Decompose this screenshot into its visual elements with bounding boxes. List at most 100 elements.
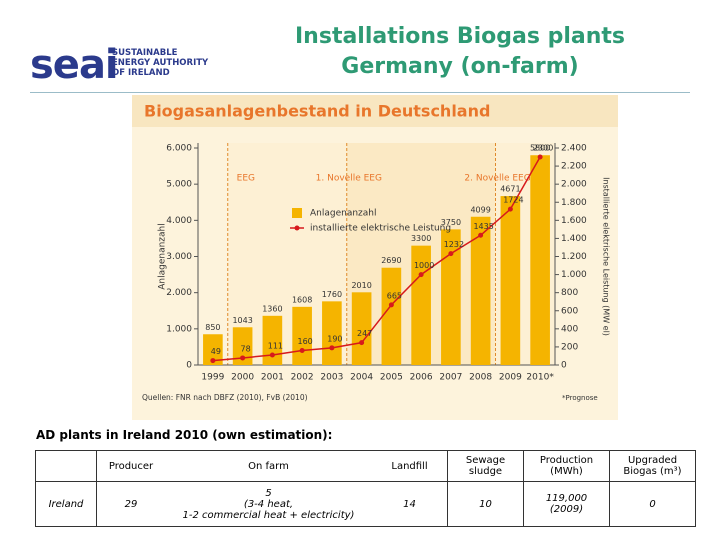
header-text: Sewage sludge	[465, 455, 506, 477]
header-cell	[35, 450, 97, 482]
cell-line: 29	[124, 498, 138, 510]
y-tick-label: 4.000	[166, 216, 192, 226]
y2-tick-label: 2.000	[561, 180, 587, 190]
y2-tick-label: 1.800	[561, 198, 587, 208]
bar	[411, 245, 431, 365]
header-text: Upgraded Biogas (m³)	[623, 455, 682, 477]
annotation: 2. Novelle EEG	[464, 174, 530, 184]
data-cell: 0	[609, 481, 696, 527]
bar-value-label: 1760	[322, 290, 342, 299]
line-point	[388, 302, 394, 308]
bar-value-label: 1608	[292, 295, 312, 304]
data-cell: 5 (3-4 heat, 1-2 commercial heat + electri…	[165, 481, 372, 527]
y-tick-label: 0	[186, 361, 192, 371]
x-tick-label: 2009	[499, 373, 522, 383]
x-tick-label: 2005	[380, 373, 403, 383]
y-tick-label: 2.000	[166, 288, 192, 298]
line-value-label: 1435	[473, 222, 493, 231]
bar-value-label: 850	[205, 323, 220, 332]
bar-value-label: 2690	[381, 256, 401, 265]
slide-title: Installations Biogas plants Germany (on-…	[250, 22, 670, 82]
footnote: *Prognose	[562, 394, 598, 402]
line-point	[359, 340, 365, 346]
cell-line: (2009)	[549, 504, 584, 515]
line-value-label: 1232	[444, 240, 464, 249]
y-tick-label: 5.000	[166, 180, 192, 190]
y2-tick-label: 1.400	[561, 234, 587, 244]
y2-axis-label: Installierte elektrische Leistung (MW el…	[602, 177, 611, 336]
divider	[30, 92, 690, 93]
y-tick-label: 6.000	[166, 144, 192, 154]
cell-line: 5	[265, 487, 272, 499]
header-cell: Producer	[96, 450, 165, 482]
bar-value-label: 1043	[232, 316, 252, 325]
bar	[322, 301, 342, 365]
table-caption: AD plants in Ireland 2010 (own estimatio…	[36, 428, 333, 442]
line-value-label: 1724	[503, 196, 523, 205]
bar-value-label: 5800	[530, 144, 550, 153]
header-cell: On farm	[165, 450, 372, 482]
y2-tick-label: 400	[561, 324, 578, 334]
line-value-label: 665	[387, 291, 402, 300]
bar	[203, 334, 223, 365]
cell-line: 0	[649, 498, 656, 510]
header-row: Producer On farm Landfill Sewage sludge Prod…	[35, 450, 696, 482]
y2-tick-label: 0	[561, 361, 567, 371]
x-tick-label: 2004	[350, 373, 373, 383]
header-text: On farm	[248, 460, 289, 472]
header-cell: Upgraded Biogas (m³)	[609, 450, 696, 482]
line-point	[537, 154, 543, 160]
cell-line: 14	[403, 498, 416, 510]
annotation: EEG	[237, 174, 255, 184]
bar	[292, 306, 312, 365]
x-tick-label: 2003	[320, 373, 343, 383]
x-tick-label: 2001	[261, 373, 284, 383]
bar	[441, 229, 461, 365]
line	[212, 156, 541, 362]
line-value-label: 2300	[533, 144, 553, 153]
logo-line: ENERGY AUTHORITY	[112, 58, 209, 68]
y-tick-label: 1.000	[166, 324, 192, 334]
header-text: Producer	[108, 460, 154, 472]
y2-tick-label: 200	[561, 342, 578, 352]
data-cell: 29	[96, 481, 165, 527]
x-tick-label: 2002	[291, 373, 314, 383]
header-text: Landfill	[391, 460, 428, 472]
line-point	[210, 358, 216, 364]
legend-swatch	[292, 208, 302, 218]
data-cell: 119,000 (2009)	[523, 481, 610, 527]
bar-value-label: 4671	[500, 185, 520, 194]
bar-value-label: 3300	[411, 234, 431, 243]
logo: seai	[30, 42, 119, 88]
x-tick-label: 2007	[439, 373, 462, 383]
line-value-label: 111	[268, 341, 283, 350]
cell-line: Ireland	[48, 498, 84, 510]
annotation: 1. Novelle EEG	[316, 174, 382, 184]
header-cell: Landfill	[372, 450, 448, 482]
header-text: Production (MWh)	[539, 455, 594, 477]
line-point	[507, 206, 513, 212]
y-tick-label: 3.000	[166, 252, 192, 262]
bar	[470, 216, 491, 365]
title-band	[132, 95, 618, 127]
y-axis-label: Anlagenanzahl	[158, 223, 168, 290]
line-value-label: 160	[297, 337, 312, 346]
bar-value-label: 2010	[351, 281, 371, 290]
x-tick-label: 2006	[410, 373, 433, 383]
line-point	[240, 355, 246, 361]
y2-tick-label: 800	[561, 288, 578, 298]
chart: Biogasanlagenbestand in Deutschland Quel…	[132, 95, 618, 420]
y2-tick-label: 1.000	[561, 270, 587, 280]
line-value-label: 247	[357, 329, 372, 338]
line-value-label: 190	[327, 334, 342, 343]
title-line: Germany (on-farm)	[341, 54, 579, 79]
header-cell: Sewage sludge	[447, 450, 524, 482]
legend-label: installierte elektrische Leistung	[310, 224, 451, 234]
data-cell: 10	[447, 481, 524, 527]
bar	[232, 327, 253, 365]
legend-label: Anlagenanzahl	[310, 209, 377, 219]
chart-title: Biogasanlagenbestand in Deutschland	[144, 102, 490, 121]
line-point	[299, 348, 305, 354]
header-cell: Production (MWh)	[523, 450, 610, 482]
